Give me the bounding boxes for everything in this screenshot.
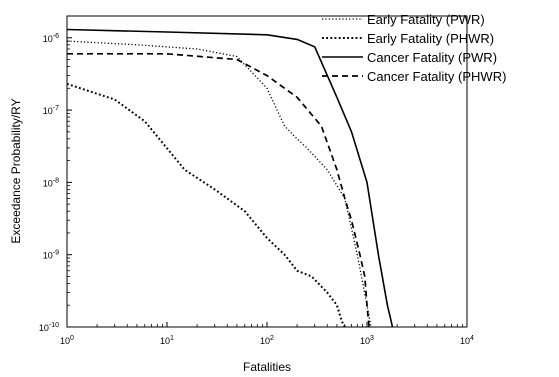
legend-label-1: Early Fatality (PWR) <box>367 12 485 27</box>
legend: Early Fatality (PWR) Early Fatality (PHWR… <box>322 12 506 84</box>
y-tick-label: 10-9 <box>43 250 59 261</box>
x-axis-ticks: 100 101 102 103 104 <box>60 322 474 346</box>
series-line-1 <box>66 40 372 328</box>
y-tick-label: 10-7 <box>43 105 59 116</box>
x-axis-title: Fatalities <box>243 360 291 374</box>
y-tick-label: 10-6 <box>43 33 59 44</box>
y-axis-title: Exceedance Probability/RY <box>9 98 23 243</box>
x-tick-label: 101 <box>160 335 174 346</box>
legend-label-2: Early Fatality (PHWR) <box>367 31 494 46</box>
y-tick-label: 10-10 <box>39 322 59 333</box>
x-tick-label: 104 <box>460 335 474 346</box>
x-tick-label: 102 <box>260 335 274 346</box>
y-axis-ticks: 10-10 10-9 10-8 10-7 10-6 <box>39 15 72 333</box>
series-line-2 <box>66 82 346 328</box>
series-lines <box>66 28 394 328</box>
series-line-4 <box>67 52 370 328</box>
x-tick-label: 103 <box>360 335 374 346</box>
legend-label-3: Cancer Fatality (PWR) <box>367 50 497 65</box>
legend-label-4: Cancer Fatality (PHWR) <box>367 69 506 84</box>
series-line-3 <box>66 28 394 328</box>
x-tick-label: 100 <box>60 335 74 346</box>
y-tick-label: 10-8 <box>43 177 59 188</box>
